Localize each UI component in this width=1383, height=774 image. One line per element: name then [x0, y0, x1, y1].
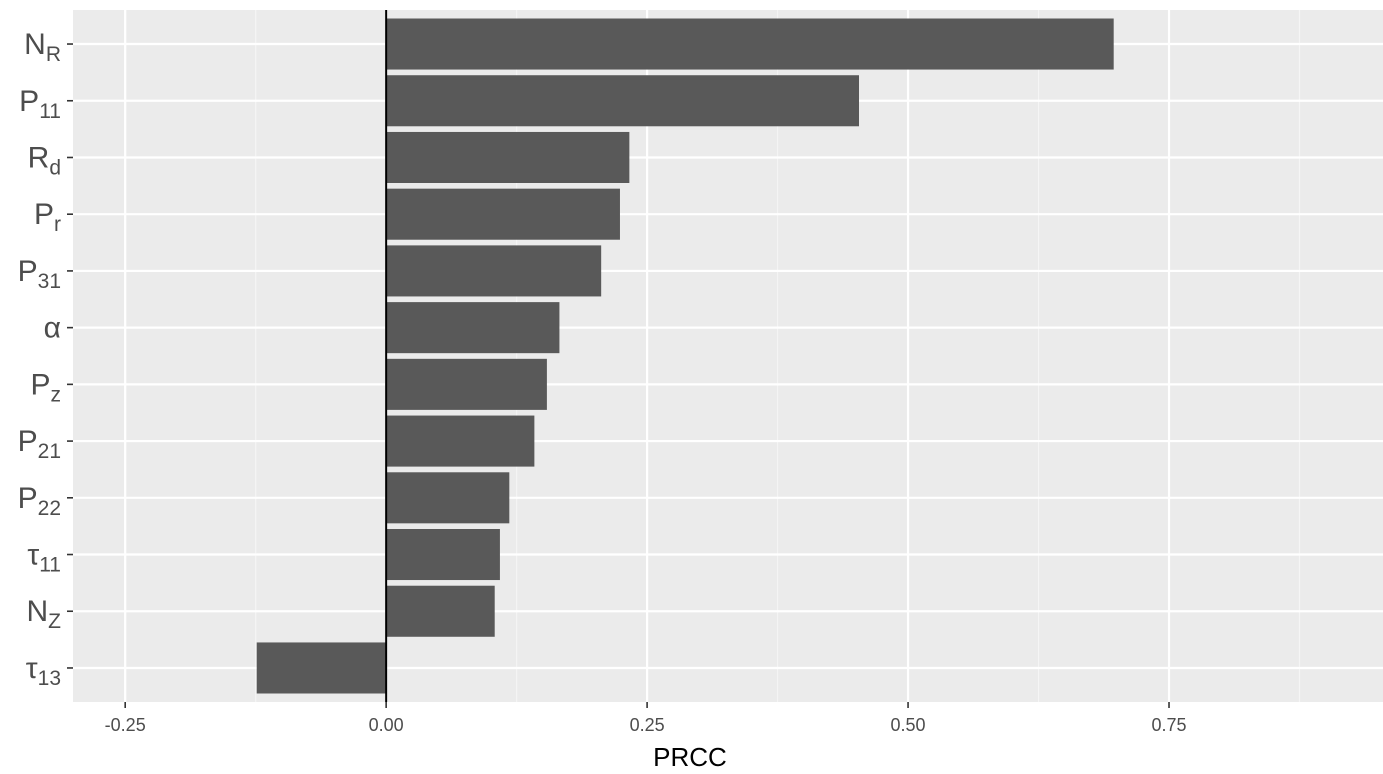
- bar-8: [386, 472, 509, 523]
- y-tick-label-11: τ13: [26, 652, 61, 690]
- bar-5: [386, 302, 559, 353]
- y-tick-label-5: α: [44, 312, 61, 345]
- y-tick-label-1: P11: [19, 85, 61, 123]
- x-tick-label-3: 0.50: [891, 715, 926, 735]
- y-tick-label-0: NR: [24, 28, 61, 66]
- y-tick-label-6: Pz: [30, 368, 61, 406]
- bar-9: [386, 529, 500, 580]
- y-tick-label-9: τ11: [27, 539, 61, 577]
- x-tick-label-4: 0.75: [1151, 715, 1186, 735]
- bar-0: [386, 19, 1114, 70]
- y-tick-label-2: Rd: [28, 141, 61, 179]
- bar-2: [386, 132, 629, 183]
- x-axis: -0.25 0.00 0.25 0.50 0.75: [105, 702, 1187, 735]
- x-tick-label-2: 0.25: [630, 715, 665, 735]
- bar-3: [386, 189, 620, 240]
- x-tick-label-1: 0.00: [369, 715, 404, 735]
- y-tick-label-10: NZ: [27, 595, 62, 633]
- bar-4: [386, 245, 601, 296]
- bar-11: [257, 642, 386, 693]
- y-tick-label-7: P21: [18, 425, 61, 463]
- y-tick-label-8: P22: [18, 482, 61, 520]
- y-tick-label-3: Pr: [34, 198, 61, 236]
- x-tick-label-0: -0.25: [105, 715, 146, 735]
- bar-7: [386, 416, 534, 467]
- bar-10: [386, 586, 495, 637]
- bar-1: [386, 75, 859, 126]
- bar-6: [386, 359, 547, 410]
- x-axis-title: PRCC: [653, 742, 727, 772]
- y-tick-label-4: P31: [18, 255, 61, 293]
- y-axis: NR P11 Rd Pr P31 α Pz P21 P22 τ11 NZ τ13: [18, 28, 73, 690]
